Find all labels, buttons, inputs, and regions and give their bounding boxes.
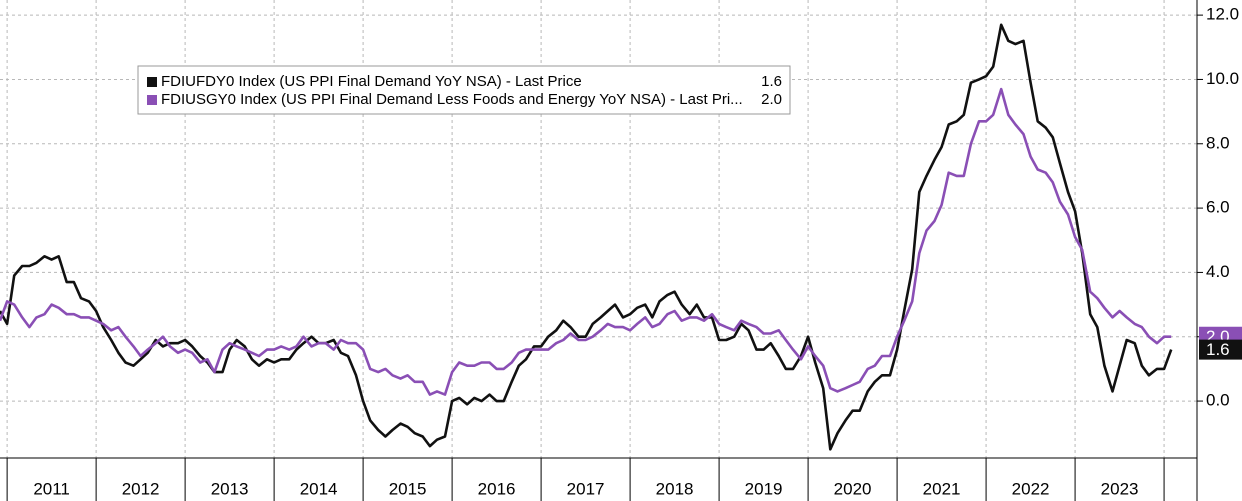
x-tick-label: 2022	[1012, 479, 1050, 498]
x-tick-label: 2018	[656, 479, 694, 498]
legend: FDIUFDY0 Index (US PPI Final Demand YoY …	[137, 65, 791, 115]
x-tick-label: 2014	[300, 479, 338, 498]
legend-swatch	[147, 95, 157, 105]
legend-label: FDIUSGY0 Index (US PPI Final Demand Less…	[161, 91, 743, 108]
x-tick-label: 2019	[745, 479, 783, 498]
legend-value: 1.6	[761, 73, 782, 90]
y-tick-label: 12.0	[1206, 5, 1239, 24]
y-tick-label: 6.0	[1206, 198, 1230, 217]
x-tick-label: 2013	[211, 479, 249, 498]
x-tick-label: 2023	[1101, 479, 1139, 498]
legend-label: FDIUFDY0 Index (US PPI Final Demand YoY …	[161, 73, 582, 90]
series-line	[0, 87, 1172, 396]
y-tick-label: 10.0	[1206, 69, 1239, 88]
x-tick-label: 2016	[478, 479, 516, 498]
y-tick-label: 0.0	[1206, 391, 1230, 410]
y-tick-label: 4.0	[1206, 262, 1230, 281]
x-tick-label: 2011	[33, 479, 70, 498]
x-tick-label: 2021	[923, 479, 961, 498]
series-line	[0, 23, 1173, 451]
x-tick-label: 2020	[834, 479, 872, 498]
x-tick-label: 2015	[389, 479, 427, 498]
x-tick-label: 2012	[122, 479, 160, 498]
legend-box	[137, 65, 791, 115]
last-value-badge	[1199, 339, 1242, 360]
y-tick-label: 8.0	[1206, 133, 1230, 152]
legend-value: 2.0	[761, 91, 782, 108]
legend-swatch	[147, 77, 157, 87]
last-value-label: 1.6	[1206, 340, 1230, 359]
x-tick-label: 2017	[567, 479, 605, 498]
